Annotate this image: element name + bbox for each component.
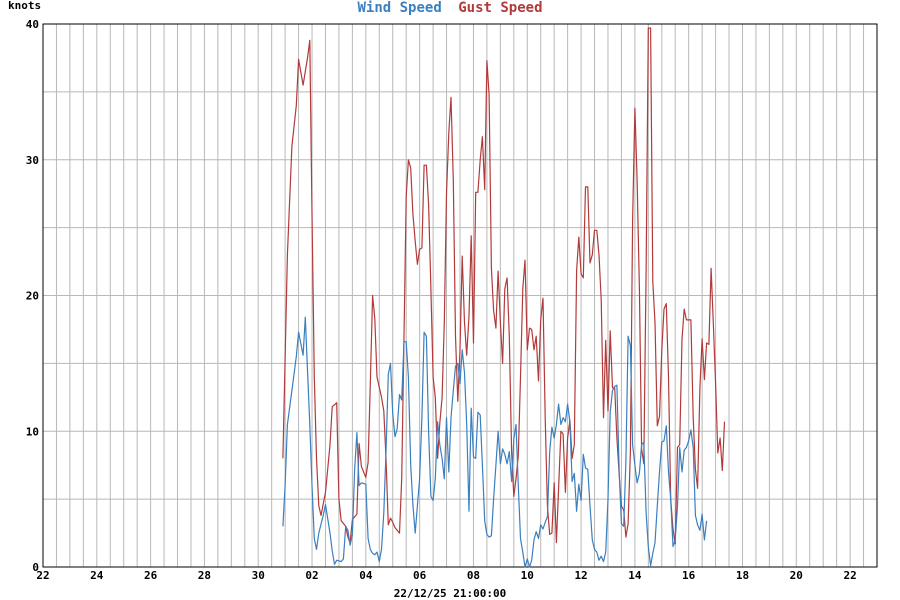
series-line-wind-speed <box>282 316 708 568</box>
x-tick-label: 18 <box>736 569 749 582</box>
x-tick-label: 02 <box>305 569 318 582</box>
y-tick-label: 10 <box>26 425 39 438</box>
x-axis-label: 22/12/25 21:00:00 <box>394 587 507 600</box>
x-tick-label: 04 <box>359 569 373 582</box>
title-wind-speed: Wind Speed <box>357 0 441 16</box>
title-gust-speed: Gust Speed <box>458 0 542 16</box>
y-tick-label: 40 <box>26 18 39 31</box>
x-tick-label: 12 <box>574 569 587 582</box>
chart-title: Wind Speed Gust Speed <box>357 0 542 16</box>
y-axis-label: knots <box>8 0 41 12</box>
x-tick-label: 06 <box>413 569 427 582</box>
x-tick-label: 22 <box>36 569 49 582</box>
x-tick-label: 22 <box>843 569 856 582</box>
y-tick-label: 20 <box>26 290 39 303</box>
x-axis-tick-labels: 22 24 26 28 30 02 04 06 08 10 12 14 16 18 20 22 <box>36 569 856 582</box>
plot-frame <box>42 23 878 568</box>
x-tick-label: 16 <box>682 569 696 582</box>
x-tick-label: 24 <box>90 569 104 582</box>
series-layer <box>282 27 726 568</box>
x-tick-label: 26 <box>144 569 158 582</box>
y-tick-label: 30 <box>26 154 39 167</box>
x-tick-label: 28 <box>198 569 211 582</box>
x-tick-label: 30 <box>252 569 265 582</box>
x-tick-label: 20 <box>790 569 803 582</box>
y-axis-tick-labels: 0 10 20 30 40 <box>26 18 39 574</box>
x-tick-label: 10 <box>521 569 534 582</box>
y-tick-label: 0 <box>32 561 39 574</box>
x-tick-label: 14 <box>628 569 642 582</box>
x-tick-label: 08 <box>467 569 480 582</box>
